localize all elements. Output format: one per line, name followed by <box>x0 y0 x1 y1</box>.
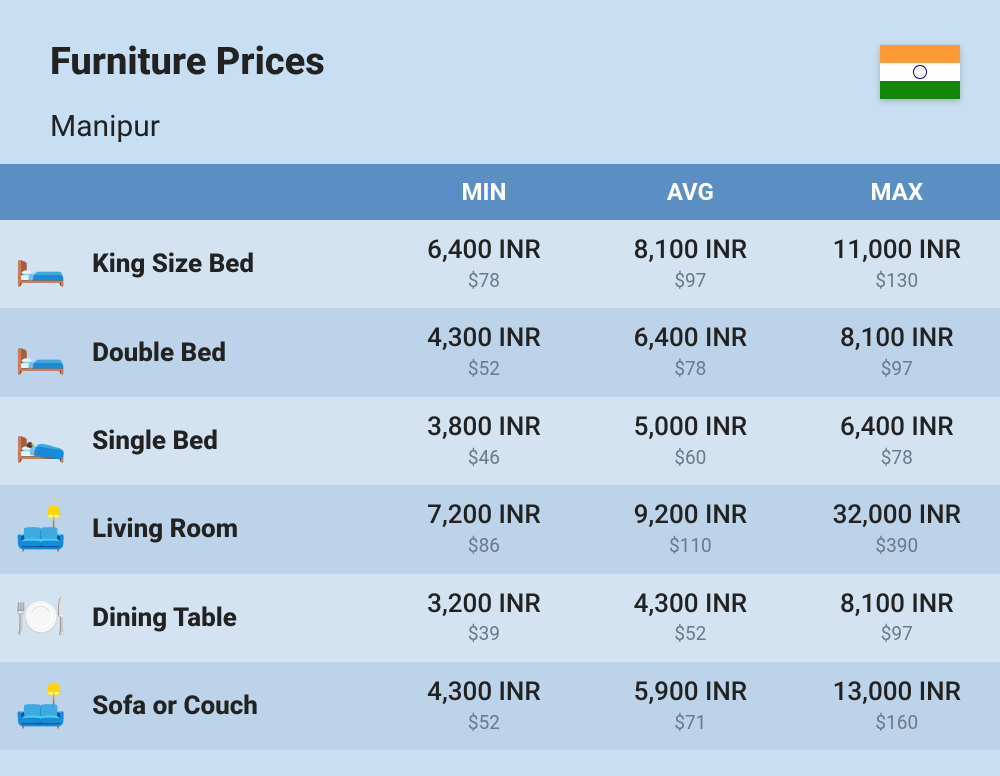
min-inr: 6,400 INR <box>381 234 587 268</box>
max-usd: $97 <box>794 621 1000 648</box>
avg-usd: $78 <box>587 356 793 383</box>
max-inr: 13,000 INR <box>794 676 1000 710</box>
min-usd: $39 <box>381 621 587 648</box>
avg-cell: 6,400 INR$78 <box>587 308 793 396</box>
furniture-icon: 🛋️ <box>0 662 82 750</box>
max-inr: 8,100 INR <box>794 322 1000 356</box>
min-cell: 7,200 INR$86 <box>381 485 587 573</box>
avg-cell: 5,000 INR$60 <box>587 397 793 485</box>
max-inr: 6,400 INR <box>794 411 1000 445</box>
max-usd: $130 <box>794 268 1000 295</box>
table-row: 🛏️King Size Bed6,400 INR$788,100 INR$971… <box>0 220 1000 308</box>
table-row: 🛋️Living Room7,200 INR$869,200 INR$11032… <box>0 485 1000 573</box>
item-name: Sofa or Couch <box>82 662 381 750</box>
table-header-row: MIN AVG MAX <box>0 164 1000 220</box>
furniture-icon: 🍽️ <box>0 574 82 662</box>
max-cell: 8,100 INR$97 <box>794 574 1000 662</box>
min-usd: $78 <box>381 268 587 295</box>
min-cell: 4,300 INR$52 <box>381 308 587 396</box>
min-inr: 4,300 INR <box>381 322 587 356</box>
th-max: MAX <box>794 164 1000 220</box>
header: Furniture Prices Manipur <box>0 0 1000 164</box>
avg-usd: $71 <box>587 710 793 737</box>
table-row: 🛌Single Bed3,800 INR$465,000 INR$606,400… <box>0 397 1000 485</box>
avg-inr: 5,900 INR <box>587 676 793 710</box>
th-name <box>82 164 381 220</box>
avg-usd: $110 <box>587 533 793 560</box>
avg-usd: $60 <box>587 445 793 472</box>
max-cell: 8,100 INR$97 <box>794 308 1000 396</box>
min-usd: $52 <box>381 710 587 737</box>
item-name: Single Bed <box>82 397 381 485</box>
min-usd: $46 <box>381 445 587 472</box>
th-icon <box>0 164 82 220</box>
min-inr: 3,200 INR <box>381 588 587 622</box>
max-cell: 11,000 INR$130 <box>794 220 1000 308</box>
avg-inr: 9,200 INR <box>587 499 793 533</box>
max-usd: $97 <box>794 356 1000 383</box>
max-inr: 8,100 INR <box>794 588 1000 622</box>
max-cell: 32,000 INR$390 <box>794 485 1000 573</box>
min-inr: 7,200 INR <box>381 499 587 533</box>
min-cell: 3,200 INR$39 <box>381 574 587 662</box>
page-title: Furniture Prices <box>50 40 950 84</box>
avg-cell: 9,200 INR$110 <box>587 485 793 573</box>
item-name: Living Room <box>82 485 381 573</box>
price-table: MIN AVG MAX 🛏️King Size Bed6,400 INR$788… <box>0 164 1000 750</box>
table-row: 🛏️Double Bed4,300 INR$526,400 INR$788,10… <box>0 308 1000 396</box>
min-usd: $86 <box>381 533 587 560</box>
th-min: MIN <box>381 164 587 220</box>
avg-usd: $52 <box>587 621 793 648</box>
india-flag-icon <box>880 45 960 99</box>
min-inr: 3,800 INR <box>381 411 587 445</box>
item-name: Dining Table <box>82 574 381 662</box>
max-usd: $390 <box>794 533 1000 560</box>
table-row: 🍽️Dining Table3,200 INR$394,300 INR$528,… <box>0 574 1000 662</box>
th-avg: AVG <box>587 164 793 220</box>
avg-cell: 4,300 INR$52 <box>587 574 793 662</box>
avg-inr: 6,400 INR <box>587 322 793 356</box>
max-cell: 13,000 INR$160 <box>794 662 1000 750</box>
max-usd: $160 <box>794 710 1000 737</box>
max-inr: 32,000 INR <box>794 499 1000 533</box>
furniture-icon: 🛏️ <box>0 308 82 396</box>
avg-cell: 5,900 INR$71 <box>587 662 793 750</box>
min-usd: $52 <box>381 356 587 383</box>
avg-usd: $97 <box>587 268 793 295</box>
max-cell: 6,400 INR$78 <box>794 397 1000 485</box>
max-usd: $78 <box>794 445 1000 472</box>
min-inr: 4,300 INR <box>381 676 587 710</box>
avg-inr: 5,000 INR <box>587 411 793 445</box>
avg-inr: 8,100 INR <box>587 234 793 268</box>
avg-cell: 8,100 INR$97 <box>587 220 793 308</box>
furniture-icon: 🛋️ <box>0 485 82 573</box>
min-cell: 6,400 INR$78 <box>381 220 587 308</box>
max-inr: 11,000 INR <box>794 234 1000 268</box>
furniture-icon: 🛏️ <box>0 220 82 308</box>
item-name: King Size Bed <box>82 220 381 308</box>
page-subtitle: Manipur <box>50 109 950 144</box>
table-row: 🛋️Sofa or Couch4,300 INR$525,900 INR$711… <box>0 662 1000 750</box>
furniture-icon: 🛌 <box>0 397 82 485</box>
min-cell: 3,800 INR$46 <box>381 397 587 485</box>
min-cell: 4,300 INR$52 <box>381 662 587 750</box>
avg-inr: 4,300 INR <box>587 588 793 622</box>
item-name: Double Bed <box>82 308 381 396</box>
